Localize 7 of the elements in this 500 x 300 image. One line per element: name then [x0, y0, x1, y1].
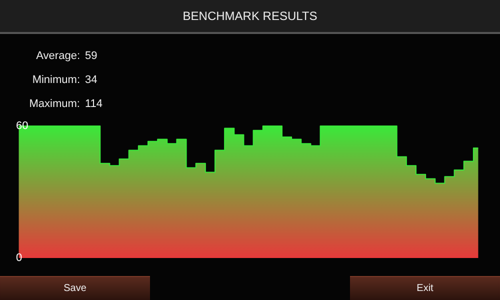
text: Exit: [350, 276, 500, 300]
y-tick-label: 0: [16, 252, 22, 264]
text: Minimum: 34: [31, 73, 98, 88]
chart-title: BENCHMARK RESULTS: [0, 0, 500, 34]
text: Average: 59: [35, 49, 98, 64]
text: Maximum: 114: [28, 97, 103, 112]
text: Save: [0, 276, 150, 300]
